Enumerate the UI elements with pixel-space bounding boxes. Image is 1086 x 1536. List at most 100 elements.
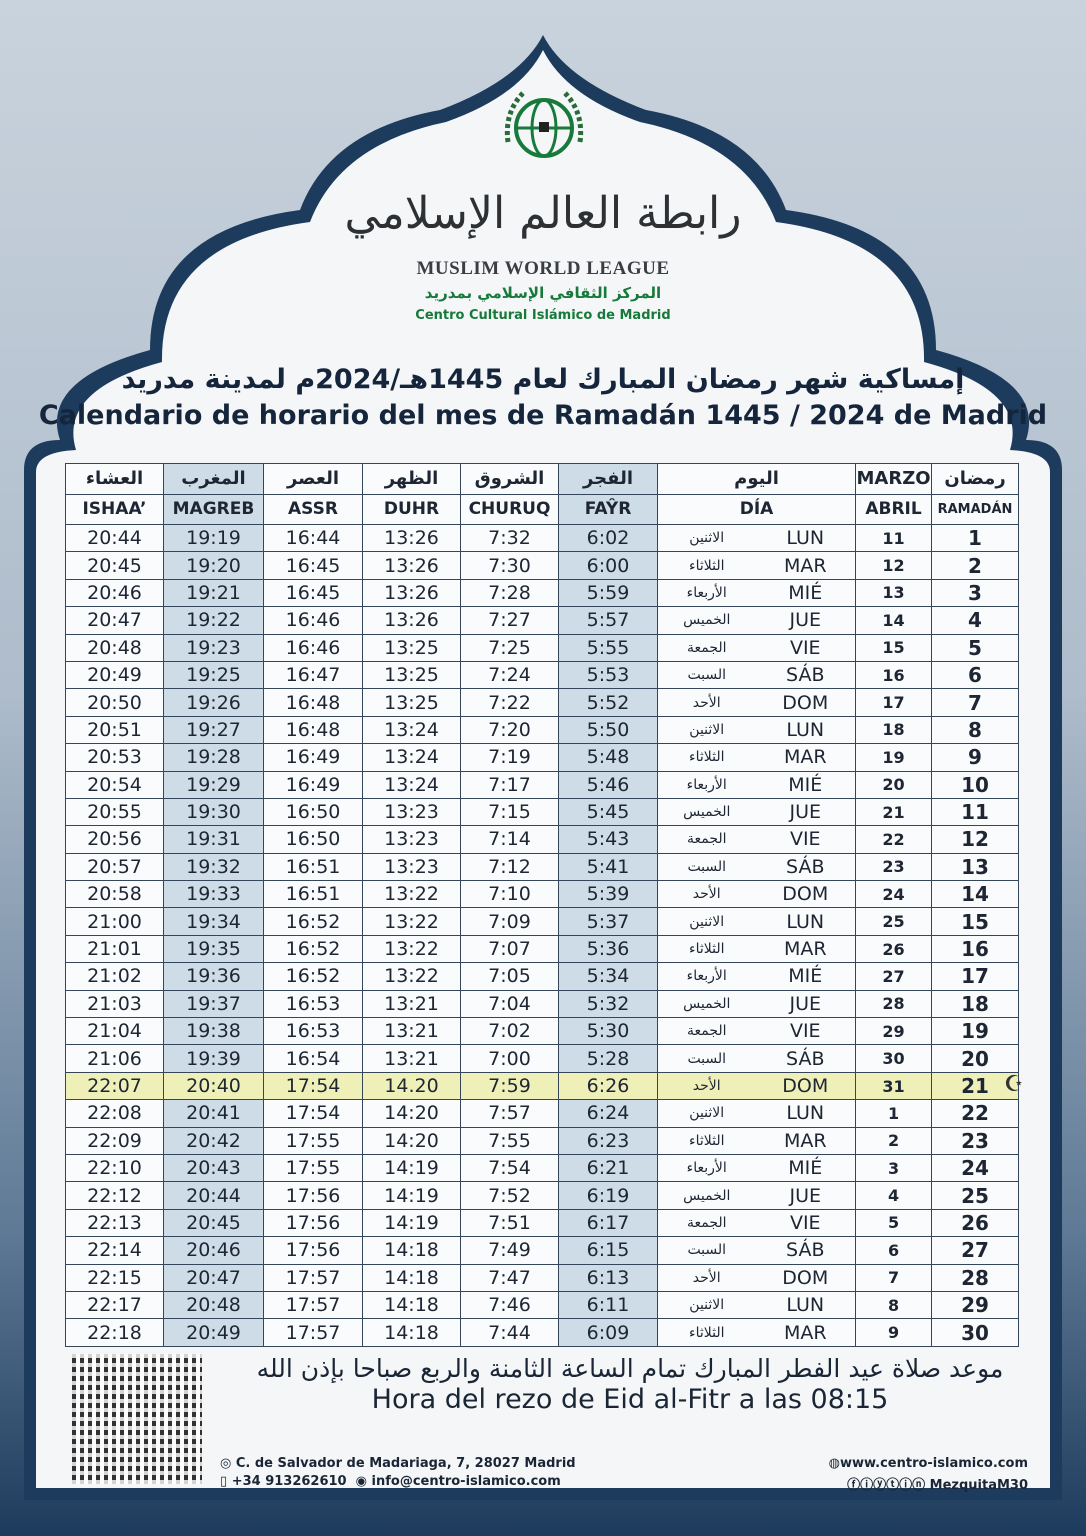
- cell-duhr: 13:25: [362, 688, 461, 717]
- cell-day-es: DOM: [755, 880, 857, 909]
- cell-date: 1: [855, 1099, 933, 1128]
- header-duhr-ar: الظهر: [362, 463, 461, 495]
- cell-ramadan-day: 15: [931, 907, 1020, 936]
- cell-day-es: MIÉ: [755, 770, 857, 799]
- cell-fayr: 5:39: [558, 880, 658, 909]
- cell-churuq: 7:07: [460, 934, 559, 964]
- logo-english-name: MUSLIM WORLD LEAGUE: [416, 258, 670, 279]
- cell-fayr: 5:52: [558, 688, 658, 717]
- cell-magreb: 19:27: [163, 715, 264, 745]
- cell-day-es: LUN: [755, 715, 857, 745]
- cell-date: 24: [855, 880, 933, 909]
- social-media-icons[interactable]: ⓕⓘⓨⓣⓘⓝ: [847, 1478, 930, 1493]
- cell-ramadan-day: 18: [931, 989, 1020, 1019]
- header-ishaa: ISHAA’: [65, 493, 164, 525]
- cell-duhr: 13:21: [362, 1044, 461, 1073]
- qr-code[interactable]: [72, 1354, 202, 1484]
- cell-day-es: JUE: [755, 1181, 857, 1210]
- cell-assr: 16:52: [263, 934, 363, 964]
- cell-day-ar: السبت: [657, 852, 756, 882]
- cell-assr: 17:56: [263, 1181, 363, 1210]
- cell-day-es: DOM: [755, 688, 857, 717]
- social-handle[interactable]: MezquitaM30: [929, 1478, 1028, 1493]
- cell-churuq: 7:00: [460, 1044, 559, 1073]
- address: ◎ C. de Salvador de Madariaga, 7, 28027 …: [220, 1456, 576, 1471]
- cell-ishaa: 20:54: [65, 770, 164, 799]
- cell-ramadan-day: 2: [931, 551, 1020, 580]
- cell-fayr: 6:19: [558, 1181, 658, 1210]
- location-pin-icon: ◎: [220, 1456, 236, 1471]
- cell-date: 3: [855, 1153, 933, 1183]
- cell-fayr: 5:46: [558, 770, 658, 799]
- cell-churuq: 7:15: [460, 797, 559, 827]
- cell-magreb: 19:19: [163, 523, 264, 553]
- cell-churuq: 7:24: [460, 660, 559, 690]
- cell-ramadan-day: 1: [931, 523, 1020, 553]
- table-row: 20:49 19:25 16:47 13:25 7:24 5:53 السبت SÁB 16 6: [65, 660, 1020, 690]
- cell-duhr: 13:22: [362, 934, 461, 964]
- cell-fayr: 6:00: [558, 551, 658, 580]
- cell-churuq: 7:09: [460, 907, 559, 936]
- cell-assr: 16:51: [263, 880, 363, 909]
- table-row: 21:01 19:35 16:52 13:22 7:07 5:36 الثلاثاء MAR 2…: [65, 934, 1020, 964]
- email-link[interactable]: info@centro-islamico.com: [371, 1474, 561, 1489]
- cell-churuq: 7:46: [460, 1290, 559, 1320]
- cell-fayr: 6:26: [558, 1071, 658, 1101]
- cell-duhr: 13:23: [362, 852, 461, 882]
- header-day-ar: اليوم: [656, 463, 857, 495]
- cell-fayr: 6:15: [558, 1236, 658, 1265]
- cell-ishaa: 20:44: [65, 523, 164, 553]
- cell-day-es: VIE: [755, 825, 857, 854]
- cell-ishaa: 20:47: [65, 606, 164, 635]
- cell-ishaa: 20:58: [65, 880, 164, 909]
- cell-date: 26: [855, 934, 933, 964]
- cell-day-ar: الجمعة: [657, 633, 756, 662]
- cell-magreb: 19:32: [163, 852, 264, 882]
- cell-day-ar: الأربعاء: [657, 962, 756, 991]
- cell-assr: 16:49: [263, 743, 363, 772]
- cell-date: 8: [855, 1290, 933, 1320]
- cell-assr: 17:57: [263, 1318, 363, 1347]
- cell-day-ar: الجمعة: [657, 1208, 756, 1238]
- cell-assr: 16:46: [263, 633, 363, 662]
- cell-day-es: DOM: [755, 1071, 857, 1101]
- cell-fayr: 5:32: [558, 989, 658, 1019]
- header-ishaa-ar: العشاء: [65, 463, 164, 495]
- cell-magreb: 19:25: [163, 660, 264, 690]
- cell-churuq: 7:12: [460, 852, 559, 882]
- cell-duhr: 13:23: [362, 825, 461, 854]
- cell-day-ar: الأحد: [657, 880, 756, 909]
- cell-churuq: 7:05: [460, 962, 559, 991]
- cell-magreb: 19:37: [163, 989, 264, 1019]
- cell-magreb: 20:49: [163, 1318, 264, 1347]
- phone-icon: ▯: [220, 1474, 232, 1489]
- cell-day-ar: السبت: [657, 1044, 756, 1073]
- cell-day-ar: الاثنين: [657, 1099, 756, 1128]
- table-row: 20:57 19:32 16:51 13:23 7:12 5:41 السبت SÁB 23 13: [65, 852, 1020, 882]
- cell-duhr: 13:24: [362, 770, 461, 799]
- table-row: 20:58 19:33 16:51 13:22 7:10 5:39 الأحد DOM 24 14: [65, 880, 1020, 909]
- cell-date: 12: [855, 551, 933, 580]
- cell-day-ar: الجمعة: [657, 1017, 756, 1046]
- cell-date: 22: [855, 825, 933, 854]
- cell-assr: 16:49: [263, 770, 363, 799]
- cell-churuq: 7:51: [460, 1208, 559, 1238]
- cell-ramadan-day: 23: [931, 1126, 1020, 1155]
- cell-duhr: 13:26: [362, 606, 461, 635]
- cell-fayr: 5:36: [558, 934, 658, 964]
- cell-assr: 16:48: [263, 715, 363, 745]
- cell-day-es: MIÉ: [755, 962, 857, 991]
- table-row: 22:07 20:40 17:54 14.20 7:59 6:26 الأحد DOM 31 21: [65, 1071, 1020, 1101]
- cell-day-ar: الأربعاء: [657, 770, 756, 799]
- website-link[interactable]: www.centro-islamico.com: [839, 1456, 1028, 1471]
- cell-duhr: 13:25: [362, 633, 461, 662]
- cell-date: 5: [855, 1208, 933, 1238]
- cell-ishaa: 22:10: [65, 1153, 164, 1183]
- cell-duhr: 13:22: [362, 880, 461, 909]
- cell-magreb: 20:41: [163, 1099, 264, 1128]
- cell-fayr: 6:23: [558, 1126, 658, 1155]
- cell-ishaa: 21:02: [65, 962, 164, 991]
- cell-magreb: 19:30: [163, 797, 264, 827]
- cell-ishaa: 21:03: [65, 989, 164, 1019]
- cell-day-es: MAR: [755, 1126, 857, 1155]
